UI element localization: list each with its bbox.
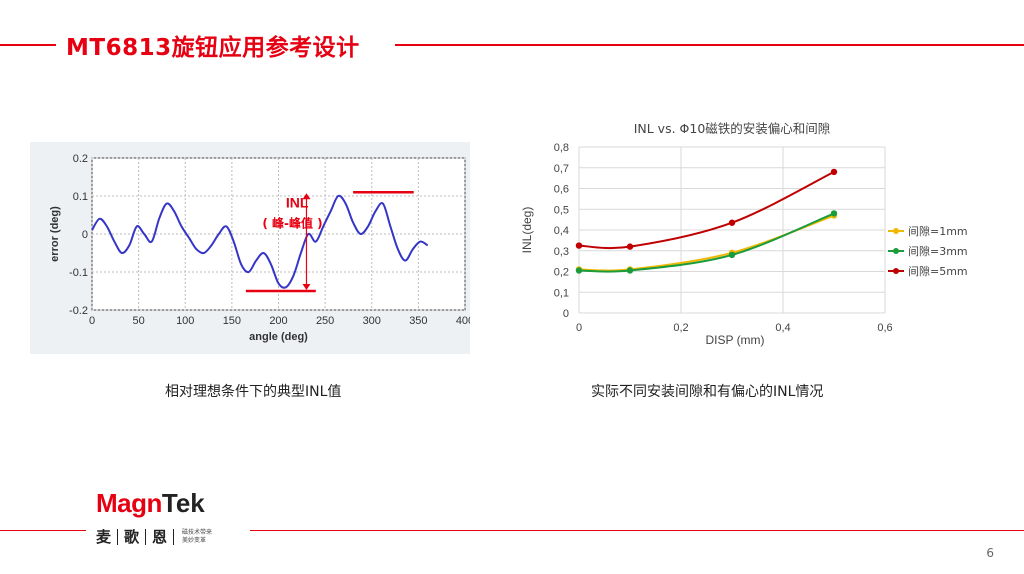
data-point bbox=[575, 267, 583, 274]
x-tick-label: 100 bbox=[176, 315, 194, 327]
x-tick-label: 0 bbox=[576, 322, 582, 334]
left-caption: 相对理想条件下的典型INL值 bbox=[165, 384, 342, 400]
logo-text-n: n bbox=[146, 488, 163, 518]
y-tick-label: 0,3 bbox=[554, 246, 569, 258]
y-tick-label: 0.2 bbox=[73, 153, 88, 165]
logo-cn-char-1: 麦 bbox=[96, 528, 112, 546]
page-number: 6 bbox=[986, 546, 994, 560]
inl-annotation-sub: ( 峰-峰值 ) bbox=[262, 216, 322, 231]
y-tick-label: 0 bbox=[82, 229, 88, 241]
logo-text-tek: Tek bbox=[161, 488, 205, 518]
logo-cn-char-2: 歌 bbox=[124, 528, 140, 546]
y-tick-label: -0.1 bbox=[69, 267, 88, 279]
chart-title: INL vs. Φ10磁铁的安装偏心和间隙 bbox=[634, 121, 831, 136]
x-tick-label: 50 bbox=[133, 315, 145, 327]
series-line bbox=[578, 214, 835, 272]
slide-title: MT6813旋钮应用参考设计 bbox=[66, 35, 360, 61]
legend-label: 间隙=1mm bbox=[908, 224, 968, 238]
y-tick-label: 0.1 bbox=[73, 191, 88, 203]
y-tick-label: 0,5 bbox=[554, 204, 569, 216]
y-axis-label: INL(deg) bbox=[520, 207, 534, 254]
y-tick-label: 0,2 bbox=[554, 267, 569, 279]
series-line bbox=[578, 212, 835, 273]
data-point bbox=[830, 168, 838, 176]
legend-swatch-marker bbox=[893, 268, 899, 274]
x-tick-label: 0,4 bbox=[775, 322, 790, 334]
right-caption: 实际不同安装间隙和有偏心的INL情况 bbox=[591, 384, 824, 400]
y-tick-label: 0,7 bbox=[554, 163, 569, 175]
error-curve-line bbox=[91, 194, 429, 289]
data-point bbox=[626, 267, 634, 274]
logo-cn-char-3: 恩 bbox=[152, 528, 168, 546]
logo-separator bbox=[145, 528, 147, 545]
y-tick-label: 0 bbox=[563, 308, 569, 320]
title-rule-left bbox=[0, 44, 56, 46]
x-tick-label: 0,2 bbox=[673, 322, 688, 334]
footer-rule-right bbox=[250, 530, 1024, 531]
legend-label: 间隙=3mm bbox=[908, 244, 968, 258]
logo-text-mag: Mag bbox=[96, 488, 147, 518]
logo-separator bbox=[117, 528, 119, 545]
data-point bbox=[830, 210, 838, 217]
left-chart-panel: 0 50 100 150 200 250 300 350 400 0.2 0.1 0 -0.1 -0.2 a… bbox=[30, 142, 474, 354]
arrow-head-down bbox=[302, 284, 311, 290]
y-tick-label: 0,1 bbox=[554, 287, 569, 299]
logo-slogan: 磁技术带来 美妙变革 bbox=[182, 529, 212, 545]
data-point bbox=[575, 242, 583, 249]
x-axis-label: DISP (mm) bbox=[705, 333, 764, 347]
inl-annotation: INL bbox=[286, 194, 309, 210]
magntek-logo: MagnTek bbox=[96, 488, 205, 519]
legend-label: 间隙=5mm bbox=[908, 264, 968, 278]
y-tick-label: 0,8 bbox=[554, 142, 569, 154]
logo-chinese-name: 麦 歌 恩 磁技术带来 美妙变革 bbox=[96, 526, 212, 547]
x-tick-label: 400 bbox=[456, 315, 470, 327]
x-tick-label: 0 bbox=[89, 315, 95, 327]
inl-vs-disp-chart: INL vs. Φ10磁铁的安装偏心和间隙 0 0,1 0,2 0,3 0,4 0,5 0,6… bbox=[520, 121, 968, 347]
y-tick-label: -0.2 bbox=[69, 305, 88, 317]
x-tick-label: 300 bbox=[363, 315, 381, 327]
data-point bbox=[728, 219, 736, 226]
x-axis-label: angle (deg) bbox=[249, 331, 308, 343]
logo-slogan-line1: 磁技术带来 bbox=[182, 528, 213, 536]
y-axis-label: error (deg) bbox=[49, 206, 61, 262]
x-tick-label: 350 bbox=[409, 315, 427, 327]
logo-separator bbox=[173, 528, 175, 545]
x-tick-label: 0,6 bbox=[877, 322, 892, 334]
legend-swatch-marker bbox=[893, 248, 899, 254]
x-tick-label: 200 bbox=[269, 315, 287, 327]
arrow-head-up bbox=[302, 193, 311, 200]
x-tick-label: 150 bbox=[223, 315, 241, 327]
footer-rule-left bbox=[0, 530, 86, 531]
inl-error-chart: 0 50 100 150 200 250 300 350 400 0.2 0.1 0 -0.1 -0.2 a… bbox=[49, 153, 474, 343]
title-rule-right bbox=[395, 44, 1024, 46]
data-point bbox=[626, 243, 634, 250]
x-tick-label: 250 bbox=[316, 315, 334, 327]
y-tick-label: 0,6 bbox=[554, 184, 569, 196]
y-tick-label: 0,4 bbox=[554, 225, 569, 237]
legend-swatch-marker bbox=[893, 228, 899, 234]
logo-slogan-line2: 美妙变革 bbox=[182, 536, 207, 544]
series-line bbox=[578, 171, 835, 250]
data-point bbox=[728, 251, 736, 259]
